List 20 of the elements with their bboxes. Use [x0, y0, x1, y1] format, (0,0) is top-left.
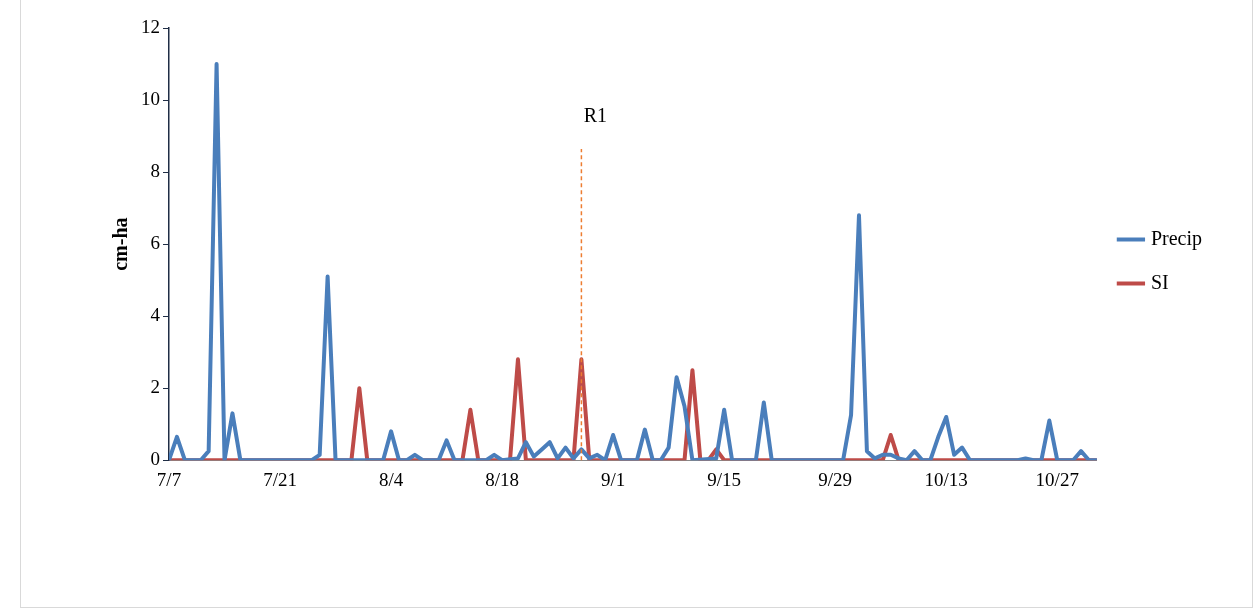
y-tick-label: 4: [150, 304, 161, 326]
y-axis-title: cm-ha: [109, 217, 132, 271]
x-tick-label: 7/21: [263, 468, 297, 490]
x-tick-label: 8/4: [378, 468, 404, 490]
legend-label: Precip: [1150, 226, 1202, 250]
y-tick-label: 0: [150, 448, 160, 470]
x-tick-label: 10/13: [924, 468, 968, 490]
y-tick-label: 2: [150, 376, 160, 398]
y-tick-label: 10: [141, 88, 160, 110]
x-tick-label: 8/18: [485, 468, 519, 490]
y-tick-label: 12: [141, 15, 160, 37]
x-tick-label: 9/15: [707, 468, 742, 490]
y-tick-label: 6: [150, 232, 160, 254]
x-tick-label: 9/1: [600, 468, 626, 490]
x-tick-label: 9/29: [818, 468, 853, 490]
x-tick-label: 10/27: [1035, 468, 1079, 490]
ref-line-label: R1: [583, 104, 608, 127]
legend-label: SI: [1150, 270, 1169, 293]
x-tick-label: 7/7: [156, 468, 182, 490]
y-tick-label: 8: [150, 160, 160, 182]
